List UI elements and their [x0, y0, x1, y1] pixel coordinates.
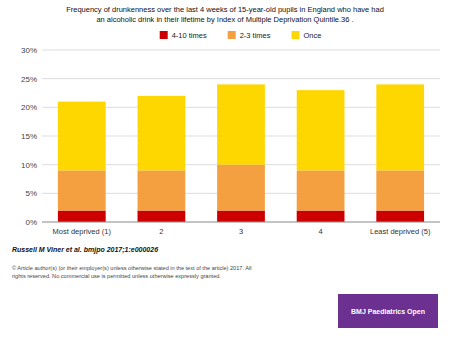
- title-line: Frequency of drunkenness over the last 4…: [66, 5, 384, 14]
- legend-swatch: [292, 31, 300, 39]
- bar-segment: [138, 211, 186, 222]
- footnote-line: rights reserved. No commercial use is pe…: [12, 273, 221, 279]
- footnote-line: © Article author(s) (or their employer(s…: [12, 265, 251, 271]
- legend-label: Once: [304, 31, 322, 40]
- legend-label: 4-10 times: [172, 31, 207, 40]
- legend: 4-10 times 2-3 times Once: [160, 31, 322, 40]
- grid-line: [42, 222, 440, 223]
- x-tick-label: 2: [159, 227, 163, 236]
- bar-segment: [297, 170, 345, 210]
- y-tick-label: 5%: [25, 189, 37, 198]
- x-tick-label: Most deprived (1): [53, 227, 112, 236]
- bar-segment: [376, 84, 424, 170]
- legend-swatch: [228, 31, 236, 39]
- x-tick-label: Least deprived (5): [370, 227, 431, 236]
- legend-swatch: [160, 31, 168, 39]
- bar-segment: [217, 165, 265, 211]
- x-tick-label: 4: [319, 227, 323, 236]
- journal-box: [338, 294, 438, 328]
- bar-segment: [138, 170, 186, 210]
- y-tick-label: 0%: [25, 218, 37, 227]
- chart: Frequency of drunkenness over the last 4…: [0, 0, 450, 338]
- bar-segment: [297, 211, 345, 222]
- grid-line: [42, 78, 440, 79]
- bar-segment: [58, 102, 106, 171]
- bar-segment: [297, 90, 345, 170]
- bar-segment: [217, 211, 265, 222]
- title: Frequency of drunkenness over the last 4…: [66, 5, 384, 24]
- grid-line: [42, 50, 440, 51]
- y-tick-label: 20%: [21, 103, 37, 112]
- x-tick-label: 3: [239, 227, 243, 236]
- title-line: an alcoholic drink in their lifetime by …: [96, 15, 353, 24]
- y-tick-label: 10%: [21, 161, 37, 170]
- grid: [42, 50, 440, 222]
- bar-segment: [138, 96, 186, 171]
- bar-segment: [58, 170, 106, 210]
- bar-segment: [376, 170, 424, 210]
- bar-segment: [58, 211, 106, 222]
- journal-box-label: BMJ Paediatrics Open: [351, 308, 425, 316]
- bar-segment: [376, 211, 424, 222]
- y-tick-label: 15%: [21, 132, 37, 141]
- y-tick-label: 30%: [21, 46, 37, 55]
- background: [0, 0, 450, 338]
- x-axis-line: [42, 222, 440, 223]
- y-tick-label: 25%: [21, 75, 37, 84]
- legend-label: 2-3 times: [240, 31, 271, 40]
- bars: [58, 84, 424, 222]
- footnote: © Article author(s) (or their employer(s…: [12, 265, 251, 279]
- bar-segment: [217, 84, 265, 164]
- citation: Russell M Viner et al. bmjpo 2017;1:e000…: [12, 246, 158, 254]
